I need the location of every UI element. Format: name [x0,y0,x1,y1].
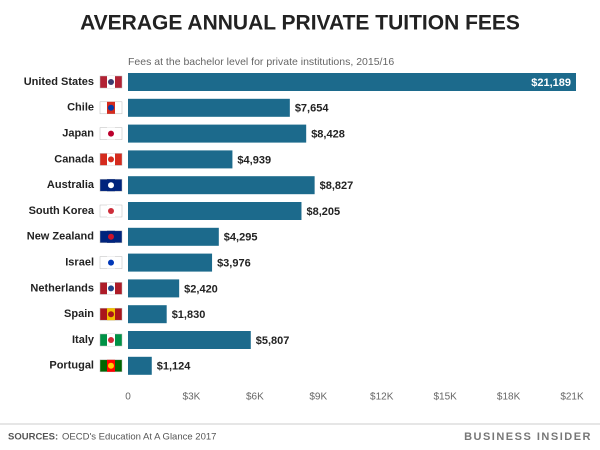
chart-title: AVERAGE ANNUAL PRIVATE TUITION FEES [80,12,520,35]
bar [128,331,251,349]
source-label: SOURCES: [8,432,58,443]
bar [128,253,213,272]
x-tick-label: $12K [370,392,394,403]
y-tick-label: Canada [54,153,95,165]
y-tick-label: Japan [62,128,94,140]
value-label: $8,428 [311,129,345,141]
flag [108,208,114,214]
flag [108,285,114,292]
y-tick-label: Italy [72,334,95,346]
flag [108,259,114,266]
y-tick-label: Chile [67,102,94,114]
x-tick-label: $21K [560,392,584,403]
source: OECD's Education At A Glance 2017 [62,432,216,443]
bar [128,150,233,169]
y-tick-label: Spain [64,308,94,320]
value-label: $1,124 [157,361,192,373]
flag [108,337,114,343]
flag [108,233,114,240]
bar [128,124,307,143]
bar [128,98,290,117]
bar [128,356,152,375]
y-tick-label: Australia [47,179,95,191]
flag [108,79,114,85]
bar [128,73,576,91]
x-tick-label: $3K [183,392,201,403]
brand: BUSINESS INSIDER [464,431,592,443]
x-tick-label: $6K [246,392,264,403]
value-label: $2,420 [184,283,218,295]
bar [128,305,167,324]
value-label: $3,976 [217,258,251,270]
value-label: $4,939 [237,154,271,166]
value-label: $5,807 [256,335,290,347]
chart-subtitle: Fees at the bachelor level for private i… [128,56,394,68]
value-label: $8,205 [306,206,340,218]
flag [108,182,114,189]
flag [108,311,114,318]
value-label: $21,189 [531,77,571,89]
bar [128,227,219,246]
flag [108,156,114,163]
bar [128,176,315,195]
flag [108,130,114,137]
x-tick-label: $9K [309,392,327,403]
x-tick-label: $15K [433,392,457,403]
x-tick-label: 0 [125,392,131,403]
y-tick-label: Portugal [49,360,94,372]
flag [108,104,114,111]
flag [108,362,114,369]
value-label: $1,830 [172,309,206,321]
value-label: $8,827 [320,180,354,192]
y-tick-label: New Zealand [27,231,94,243]
bar [128,279,180,298]
y-tick-label: United States [24,76,94,88]
bar [128,202,302,220]
y-tick-label: South Korea [29,205,95,217]
value-label: $4,295 [224,232,258,244]
value-label: $7,654 [295,103,330,115]
x-tick-label: $18K [497,392,521,403]
y-tick-label: Israel [65,257,94,269]
y-tick-label: Netherlands [30,282,94,294]
